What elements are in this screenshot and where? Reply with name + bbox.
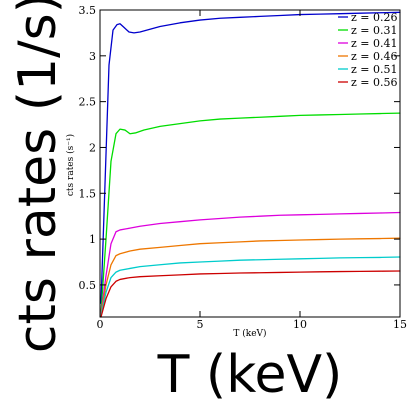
y-tick-label: 1 <box>89 233 96 246</box>
series-line-1 <box>100 11 401 304</box>
y-tick-label: 2.5 <box>79 96 97 109</box>
x-tick-label: 5 <box>197 318 204 331</box>
series-line-2 <box>100 112 401 314</box>
x-axis-label: T (keV) <box>233 328 266 339</box>
x-tick-label: 10 <box>293 318 307 331</box>
legend-entry: z = 0.26 <box>351 11 398 24</box>
y-tick-label: 2 <box>89 141 96 154</box>
legend-entry: z = 0.56 <box>351 76 398 89</box>
legend-entry: z = 0.51 <box>351 63 398 76</box>
legend-entry: z = 0.41 <box>351 37 398 50</box>
series-line-4 <box>100 237 401 316</box>
y-axis-label: cts rates (s⁻¹) <box>65 134 76 196</box>
legend-entry: z = 0.46 <box>351 50 398 63</box>
chart-series-layer <box>100 11 401 318</box>
series-line-6 <box>100 270 401 318</box>
overlay-x-label: T (keV) <box>157 345 343 405</box>
x-tick-label: 0 <box>97 318 104 331</box>
y-tick-label: 1.5 <box>79 187 97 200</box>
series-line-5 <box>100 256 401 317</box>
plot-frame <box>99 9 401 318</box>
chart-tick-layer: 0 5 10 15 0.5 1 1.5 2 2.5 3 3.5 <box>79 4 408 331</box>
y-tick-label: 3 <box>89 50 96 63</box>
overlay-y-label: cts rates (1/s) <box>4 0 72 353</box>
y-tick-label: 0.5 <box>79 279 97 292</box>
legend: z = 0.26z = 0.31z = 0.41z = 0.46z = 0.51… <box>338 11 398 89</box>
x-tick-label: 15 <box>393 318 407 331</box>
y-tick-label: 3.5 <box>79 4 97 17</box>
series-line-3 <box>100 211 401 315</box>
legend-entry: z = 0.31 <box>351 24 398 37</box>
overlay-y-label-text: cts rates (1/s) <box>8 0 68 354</box>
